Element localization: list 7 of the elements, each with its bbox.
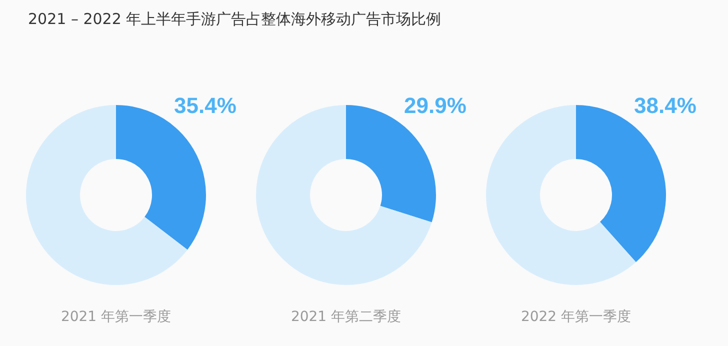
chart-title: 2021 – 2022 年上半年手游广告占整体海外移动广告市场比例: [28, 10, 442, 29]
text: 2021 年第一季度: [60, 308, 172, 326]
data-label: 38.4%: [634, 93, 696, 118]
text: 2021 年第二季度: [290, 308, 402, 326]
data-label: 29.9%: [404, 93, 466, 118]
data-label: 35.4%: [174, 93, 236, 118]
text: 2022 年第一季度: [520, 308, 632, 326]
